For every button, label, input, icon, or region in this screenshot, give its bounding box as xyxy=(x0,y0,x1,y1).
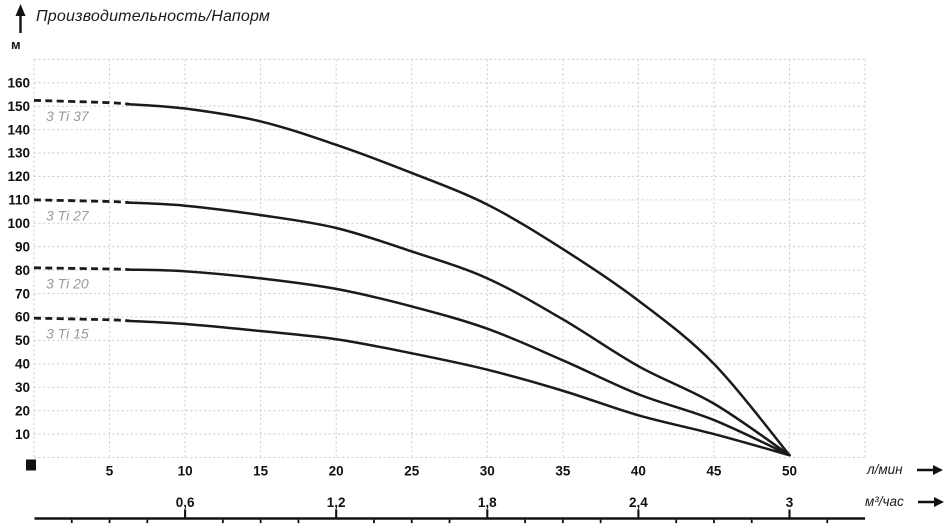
origin-square-marker xyxy=(26,459,36,471)
x-secondary-tick-label: 1,8 xyxy=(478,495,497,510)
right-arrow-icon xyxy=(916,464,943,475)
curve-dashed-head-3-ti-37 xyxy=(33,98,130,106)
x-tick-label: 40 xyxy=(631,464,646,479)
y-tick-label: 40 xyxy=(15,357,30,372)
y-tick-label: 60 xyxy=(15,310,30,325)
curve-dashed-head-3-ti-27 xyxy=(33,198,130,205)
x-axis-secondary-unit-row: м³/час xyxy=(865,494,945,509)
curve-3-ti-20 xyxy=(127,268,791,457)
x-tick-label: 25 xyxy=(404,464,420,479)
y-tick-label: 140 xyxy=(7,122,30,137)
y-axis-arrow-icon xyxy=(15,4,26,33)
chart-title: Производительность/Напорм xyxy=(36,8,271,25)
curve-labels: 3 Ti 37 3 Ti 27 3 Ti 20 3 Ti 15 xyxy=(46,108,90,342)
curve-label-3-ti-27: 3 Ti 27 xyxy=(46,207,90,223)
x-axis-unit-label: л/мин xyxy=(867,462,903,477)
x-axis-secondary-labels: 0,6 1,2 1,8 2,4 3 xyxy=(176,495,794,510)
y-tick-label: 160 xyxy=(7,75,30,90)
curve-3-ti-27 xyxy=(127,201,791,457)
x-axis-unit-row: л/мин xyxy=(867,462,944,477)
x-axis-secondary-unit-label: м³/час xyxy=(865,494,904,509)
y-tick-label: 100 xyxy=(7,216,30,231)
x-tick-label: 15 xyxy=(253,464,269,479)
right-arrow-icon xyxy=(917,496,944,507)
y-tick-label: 130 xyxy=(7,146,30,161)
y-axis-tick-labels: 10 20 30 40 50 60 70 80 90 100 110 120 130 140 150 160 xyxy=(7,75,30,441)
y-axis-unit-label: м xyxy=(11,37,21,52)
y-tick-label: 20 xyxy=(15,403,30,418)
x-tick-label: 5 xyxy=(106,464,114,479)
grid xyxy=(33,58,866,459)
x-tick-label: 30 xyxy=(480,464,495,479)
x-axis-tick-labels: 5 10 15 20 25 30 35 40 45 50 xyxy=(106,464,797,479)
secondary-axis-bar xyxy=(34,509,866,524)
x-secondary-tick-label: 0,6 xyxy=(176,495,195,510)
x-tick-label: 10 xyxy=(178,464,193,479)
y-tick-label: 10 xyxy=(15,427,30,442)
y-tick-label: 50 xyxy=(15,333,30,348)
curves xyxy=(33,98,791,457)
curve-label-3-ti-20: 3 Ti 20 xyxy=(46,275,89,291)
curve-label-3-ti-15: 3 Ti 15 xyxy=(46,326,89,342)
y-tick-label: 110 xyxy=(8,193,30,208)
x-secondary-tick-label: 2,4 xyxy=(629,495,648,510)
x-secondary-tick-label: 3 xyxy=(786,495,794,510)
x-tick-label: 20 xyxy=(329,464,344,479)
x-secondary-tick-label: 1,2 xyxy=(327,495,346,510)
curve-3-ti-15 xyxy=(127,319,791,457)
y-tick-label: 30 xyxy=(15,380,30,395)
x-tick-label: 50 xyxy=(782,464,797,479)
x-tick-label: 35 xyxy=(555,464,571,479)
curve-dashed-head-3-ti-15 xyxy=(33,316,130,323)
curve-3-ti-37 xyxy=(127,102,791,457)
y-tick-label: 120 xyxy=(7,169,30,184)
x-tick-label: 45 xyxy=(706,464,722,479)
y-tick-label: 70 xyxy=(15,286,30,301)
curve-dashed-head-3-ti-20 xyxy=(33,266,130,271)
curve-label-3-ti-37: 3 Ti 37 xyxy=(46,108,90,124)
y-tick-label: 80 xyxy=(15,263,30,278)
y-tick-label: 90 xyxy=(15,239,30,254)
y-tick-label: 150 xyxy=(7,99,30,114)
